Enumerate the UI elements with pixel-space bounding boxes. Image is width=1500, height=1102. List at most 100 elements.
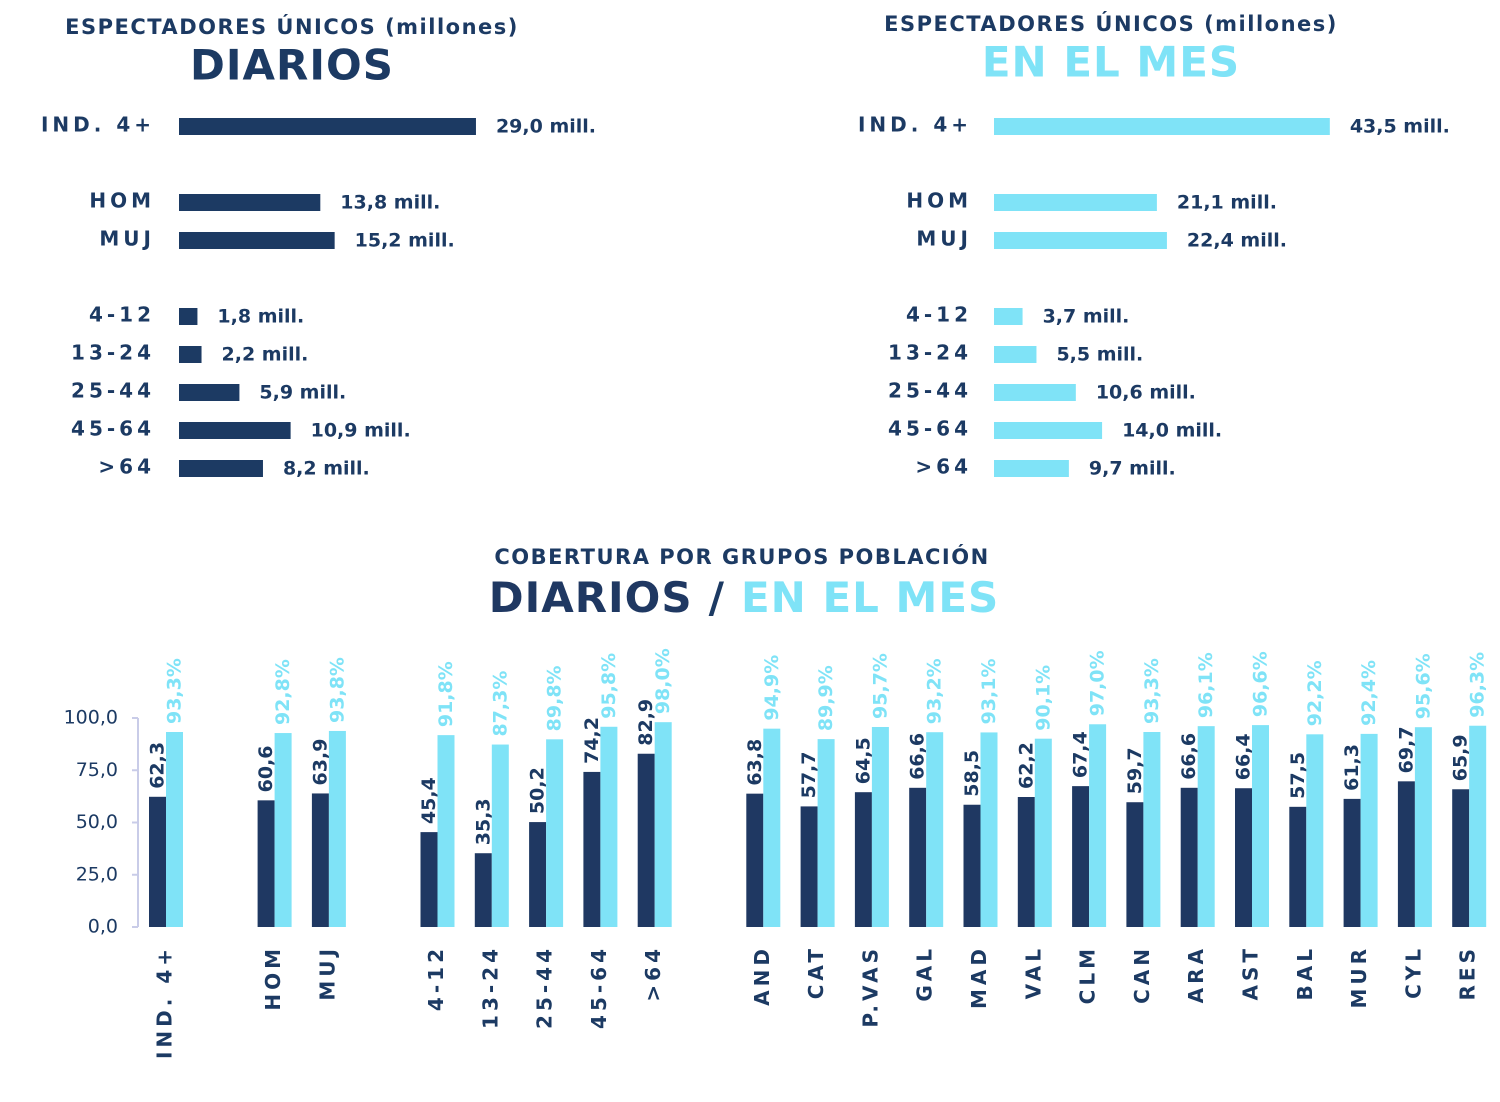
category-label: 25-44 [888,379,972,403]
value-label: 43,5 mill. [1350,116,1450,138]
bar [1072,786,1090,927]
value-label: 64,5 [852,737,874,784]
bar [1089,724,1107,927]
category-label: 4-12 [906,303,972,327]
value-label: 8,2 mill. [283,458,370,480]
value-label: 35,3 [472,798,494,845]
category-label: >64 [915,455,972,479]
bar [746,793,764,927]
category-label: BAL [1293,945,1317,1000]
bar [994,232,1167,249]
bar [994,346,1037,363]
value-label: 9,7 mill. [1089,458,1176,480]
value-label: 97,0% [1087,650,1109,716]
category-label: 25-44 [71,379,155,403]
bar [1397,781,1415,927]
bar [817,739,835,927]
bar [546,739,564,927]
bar [994,422,1103,439]
chart-title: COBERTURA POR GRUPOS POBLACIÓN [494,544,989,569]
value-label: 15,2 mill. [355,230,455,252]
bar [311,793,329,927]
bar [491,744,509,927]
bar [654,722,672,927]
y-tick-label: 75,0 [76,759,118,781]
value-label: 5,9 mill. [259,382,346,404]
value-label: 63,8 [744,739,766,786]
value-label: 96,3% [1467,652,1489,718]
bar [420,832,438,927]
bar [1306,734,1324,927]
bar [994,194,1157,211]
y-tick-label: 25,0 [76,863,118,885]
bar [926,732,944,927]
value-label: 62,3 [147,742,169,789]
bar [994,308,1023,325]
category-label: CYL [1401,945,1425,999]
bar [179,422,291,439]
value-label: 58,5 [961,750,983,797]
bar [994,384,1076,401]
category-label: 4-12 [89,303,155,327]
value-label: 95,8% [598,653,620,719]
bar [854,792,872,927]
value-label: 89,9% [815,665,837,731]
category-label: P.VAS [858,945,882,1028]
category-label: IND. 4+ [41,113,155,137]
bar [1414,727,1432,927]
bar [800,806,818,927]
value-label: 95,6% [1412,653,1434,719]
bar [994,460,1069,477]
bar [179,346,202,363]
category-label: CAN [1130,945,1154,1004]
bar [1126,802,1144,927]
bar [1235,788,1252,927]
category-label: CLM [1076,945,1100,1004]
bar [909,787,927,927]
bar [166,732,183,927]
chart-subtitle: DIARIOS [190,41,394,90]
chart-subtitle: EN EL MES [982,38,1240,87]
value-label: 57,5 [1287,752,1309,799]
value-label: 66,6 [1178,733,1200,780]
bar [179,460,263,477]
legend-entry: EN EL MES [741,573,999,622]
bar [179,232,335,249]
category-label: IND. 4+ [153,945,177,1059]
bar [1360,733,1378,927]
value-label: 61,3 [1341,744,1363,791]
value-label: 1,8 mill. [217,306,304,328]
bar [474,853,492,927]
category-label: 13-24 [478,945,502,1029]
value-label: 89,8% [544,665,566,731]
value-label: 92,8% [272,659,294,725]
category-label: HOM [261,945,285,1011]
value-label: 3,7 mill. [1043,306,1130,328]
value-label: 10,9 mill. [311,420,411,442]
value-label: 45,4 [418,777,440,824]
bar [257,800,275,927]
bar [1289,806,1307,927]
value-label: 62,2 [1015,742,1037,789]
category-label: MUJ [99,227,155,251]
bar [637,753,655,927]
chart-subtitle: DIARIOS / EN EL MES [489,573,1000,622]
value-label: 10,6 mill. [1096,382,1196,404]
subtitle-separator: / [709,573,725,622]
chart-title: ESPECTADORES ÚNICOS (millones) [65,14,519,39]
category-label: 45-64 [587,945,611,1029]
category-label: ARA [1184,945,1208,1003]
legend-entry: DIARIOS [489,573,693,622]
bar [1180,787,1198,927]
value-label: 66,6 [907,733,929,780]
bar [1343,798,1361,927]
value-label: 94,9% [761,655,783,721]
value-label: 90,1% [1032,665,1054,731]
category-label: IND. 4+ [858,113,972,137]
value-label: 82,9 [635,699,657,746]
bar [600,726,618,927]
value-label: 66,4 [1233,733,1255,780]
category-label: 13-24 [71,341,155,365]
value-label: 95,7% [869,653,891,719]
